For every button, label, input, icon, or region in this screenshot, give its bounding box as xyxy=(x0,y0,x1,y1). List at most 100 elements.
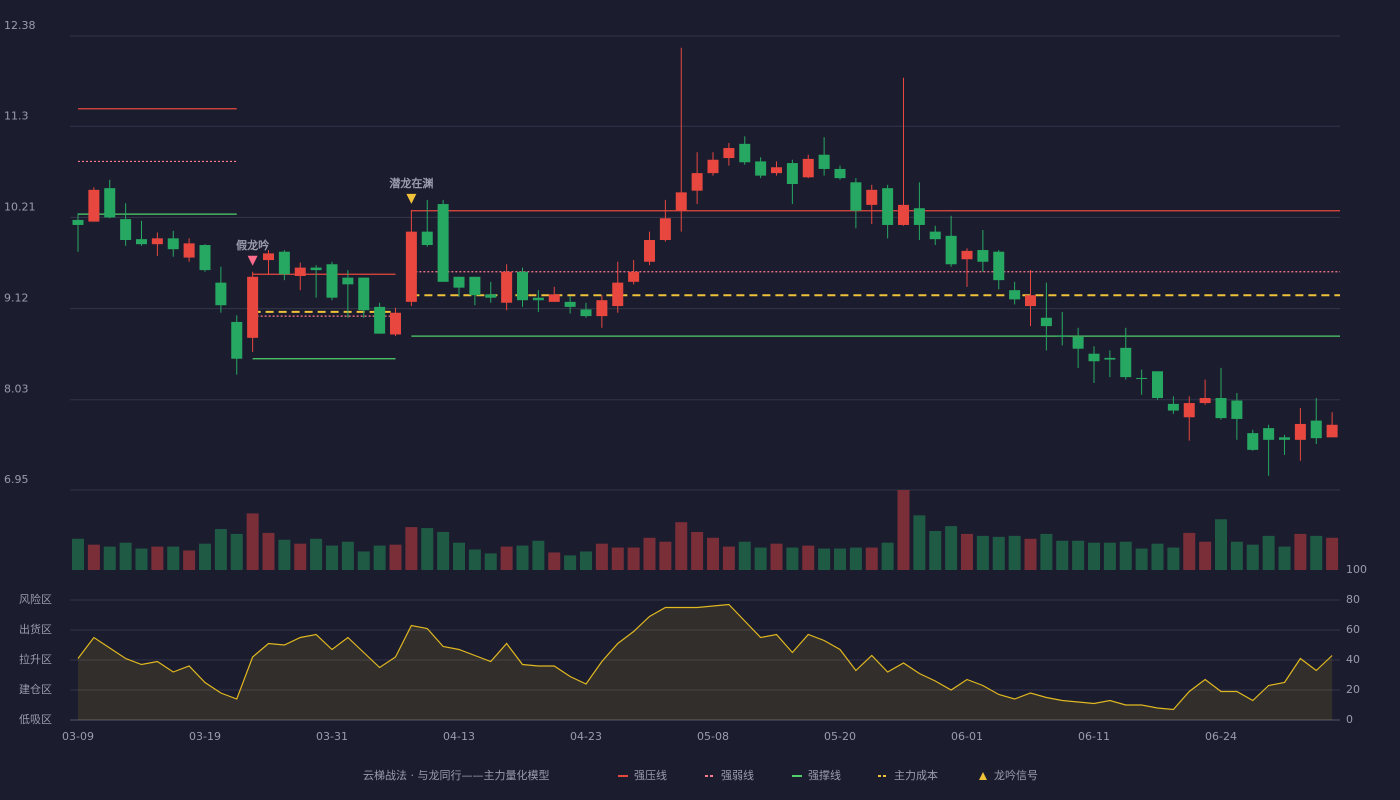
legend-label: 强弱线 xyxy=(721,768,754,782)
volume-bar xyxy=(1262,535,1275,570)
volume-bar xyxy=(183,550,196,570)
candle-body xyxy=(501,271,513,303)
volume-bar xyxy=(1024,538,1037,570)
volume-bar xyxy=(246,513,259,570)
candle-body xyxy=(723,148,735,159)
volume-bar xyxy=(913,515,926,570)
volume-bar xyxy=(580,551,592,570)
volume-bar xyxy=(849,547,862,570)
candle-body xyxy=(866,189,878,205)
x-tick-label: 03-19 xyxy=(189,730,221,743)
candle-body xyxy=(453,276,465,288)
candle-body xyxy=(659,218,671,241)
zone-label: 低吸区 xyxy=(19,713,52,726)
volume-bar xyxy=(151,546,164,570)
volume-bar xyxy=(754,547,767,570)
volume-bar xyxy=(532,540,545,570)
volume-bar xyxy=(1215,519,1227,570)
y-tick-label: 8.03 xyxy=(4,383,29,396)
candle-body xyxy=(898,204,909,225)
legend-title: 云梯战法 · 与龙同行——主力量化模型 xyxy=(363,768,550,782)
candle-body xyxy=(675,192,687,211)
candle-body xyxy=(1231,400,1243,419)
y-tick-label: 11.3 xyxy=(4,109,29,122)
volume-bar xyxy=(341,541,354,570)
candle-body xyxy=(961,250,973,260)
volume-bar xyxy=(611,547,624,570)
candle-body xyxy=(882,188,894,225)
candle-body xyxy=(485,294,497,298)
candle-body xyxy=(390,312,401,335)
volume-bar xyxy=(865,547,878,570)
volume-bar xyxy=(326,545,338,570)
volume-bar xyxy=(595,543,608,570)
candle-body xyxy=(1104,357,1116,360)
x-tick-label: 03-09 xyxy=(62,730,94,743)
candle-body xyxy=(405,231,417,302)
candle-body xyxy=(945,235,957,265)
x-tick-label: 06-11 xyxy=(1078,730,1110,743)
volume-bar xyxy=(87,544,100,570)
candle-body xyxy=(1310,420,1322,439)
volume-bar xyxy=(961,533,973,570)
volume-bar xyxy=(1167,547,1180,570)
volume-bar xyxy=(786,547,799,570)
candle-body xyxy=(644,240,655,262)
candle-body xyxy=(1183,403,1195,418)
volume-bar xyxy=(1056,540,1069,570)
zone-label: 建仓区 xyxy=(19,682,52,696)
y-tick-label: 10.21 xyxy=(4,200,36,213)
y2-tick-label: 40 xyxy=(1346,653,1360,666)
legend-label: 强撑线 xyxy=(808,768,841,782)
volume-bar xyxy=(357,551,370,570)
volume-bar xyxy=(818,548,831,570)
y2-tick-label: 100 xyxy=(1346,563,1367,576)
candle-body xyxy=(1215,398,1227,419)
candle-body xyxy=(802,158,814,178)
volume-bar xyxy=(992,536,1005,570)
volume-bar xyxy=(1246,544,1259,570)
volume-bar xyxy=(103,546,116,570)
volume-bar xyxy=(945,526,958,570)
x-tick-label: 03-31 xyxy=(316,730,348,743)
candle-body xyxy=(564,301,576,307)
signal-label: 假龙吟 xyxy=(236,238,269,252)
volume-bar xyxy=(1278,546,1291,570)
volume-bar xyxy=(199,543,211,570)
volume-bar xyxy=(627,547,640,570)
candle-body xyxy=(707,159,719,174)
candle-body xyxy=(993,251,1005,281)
volume-bar xyxy=(484,553,497,570)
candle-body xyxy=(580,309,592,317)
volume-bar xyxy=(691,531,704,570)
volume-bar xyxy=(516,545,529,570)
volume-bar xyxy=(294,543,307,570)
volume-bar xyxy=(1103,542,1116,570)
volume-bar xyxy=(1151,543,1164,570)
oscillator-line xyxy=(77,603,1333,711)
y-tick-label: 12.38 xyxy=(4,19,36,32)
candle-body xyxy=(977,250,989,262)
candle-body xyxy=(1088,353,1100,362)
candle-body xyxy=(1263,428,1275,440)
candle-body xyxy=(120,219,132,241)
signal-arrow xyxy=(406,193,417,204)
candle-body xyxy=(1025,295,1036,307)
volume-bar xyxy=(373,545,386,570)
volume-bar xyxy=(214,529,227,570)
candle-body xyxy=(929,231,941,240)
candle-body xyxy=(818,154,830,169)
volume-bar xyxy=(722,546,735,570)
candle-body xyxy=(1009,290,1021,300)
volume-bar xyxy=(1088,542,1100,570)
candle-body xyxy=(596,300,608,317)
y-tick-label: 9.12 xyxy=(4,292,29,305)
candle-body xyxy=(310,267,322,271)
volume-bar xyxy=(564,555,577,570)
volume-bar xyxy=(1135,548,1148,570)
volume-bar xyxy=(135,548,148,570)
candle-body xyxy=(183,243,195,258)
y-tick-label: 6.95 xyxy=(4,473,29,486)
volume-bar xyxy=(548,552,561,570)
candle-body xyxy=(691,173,703,191)
